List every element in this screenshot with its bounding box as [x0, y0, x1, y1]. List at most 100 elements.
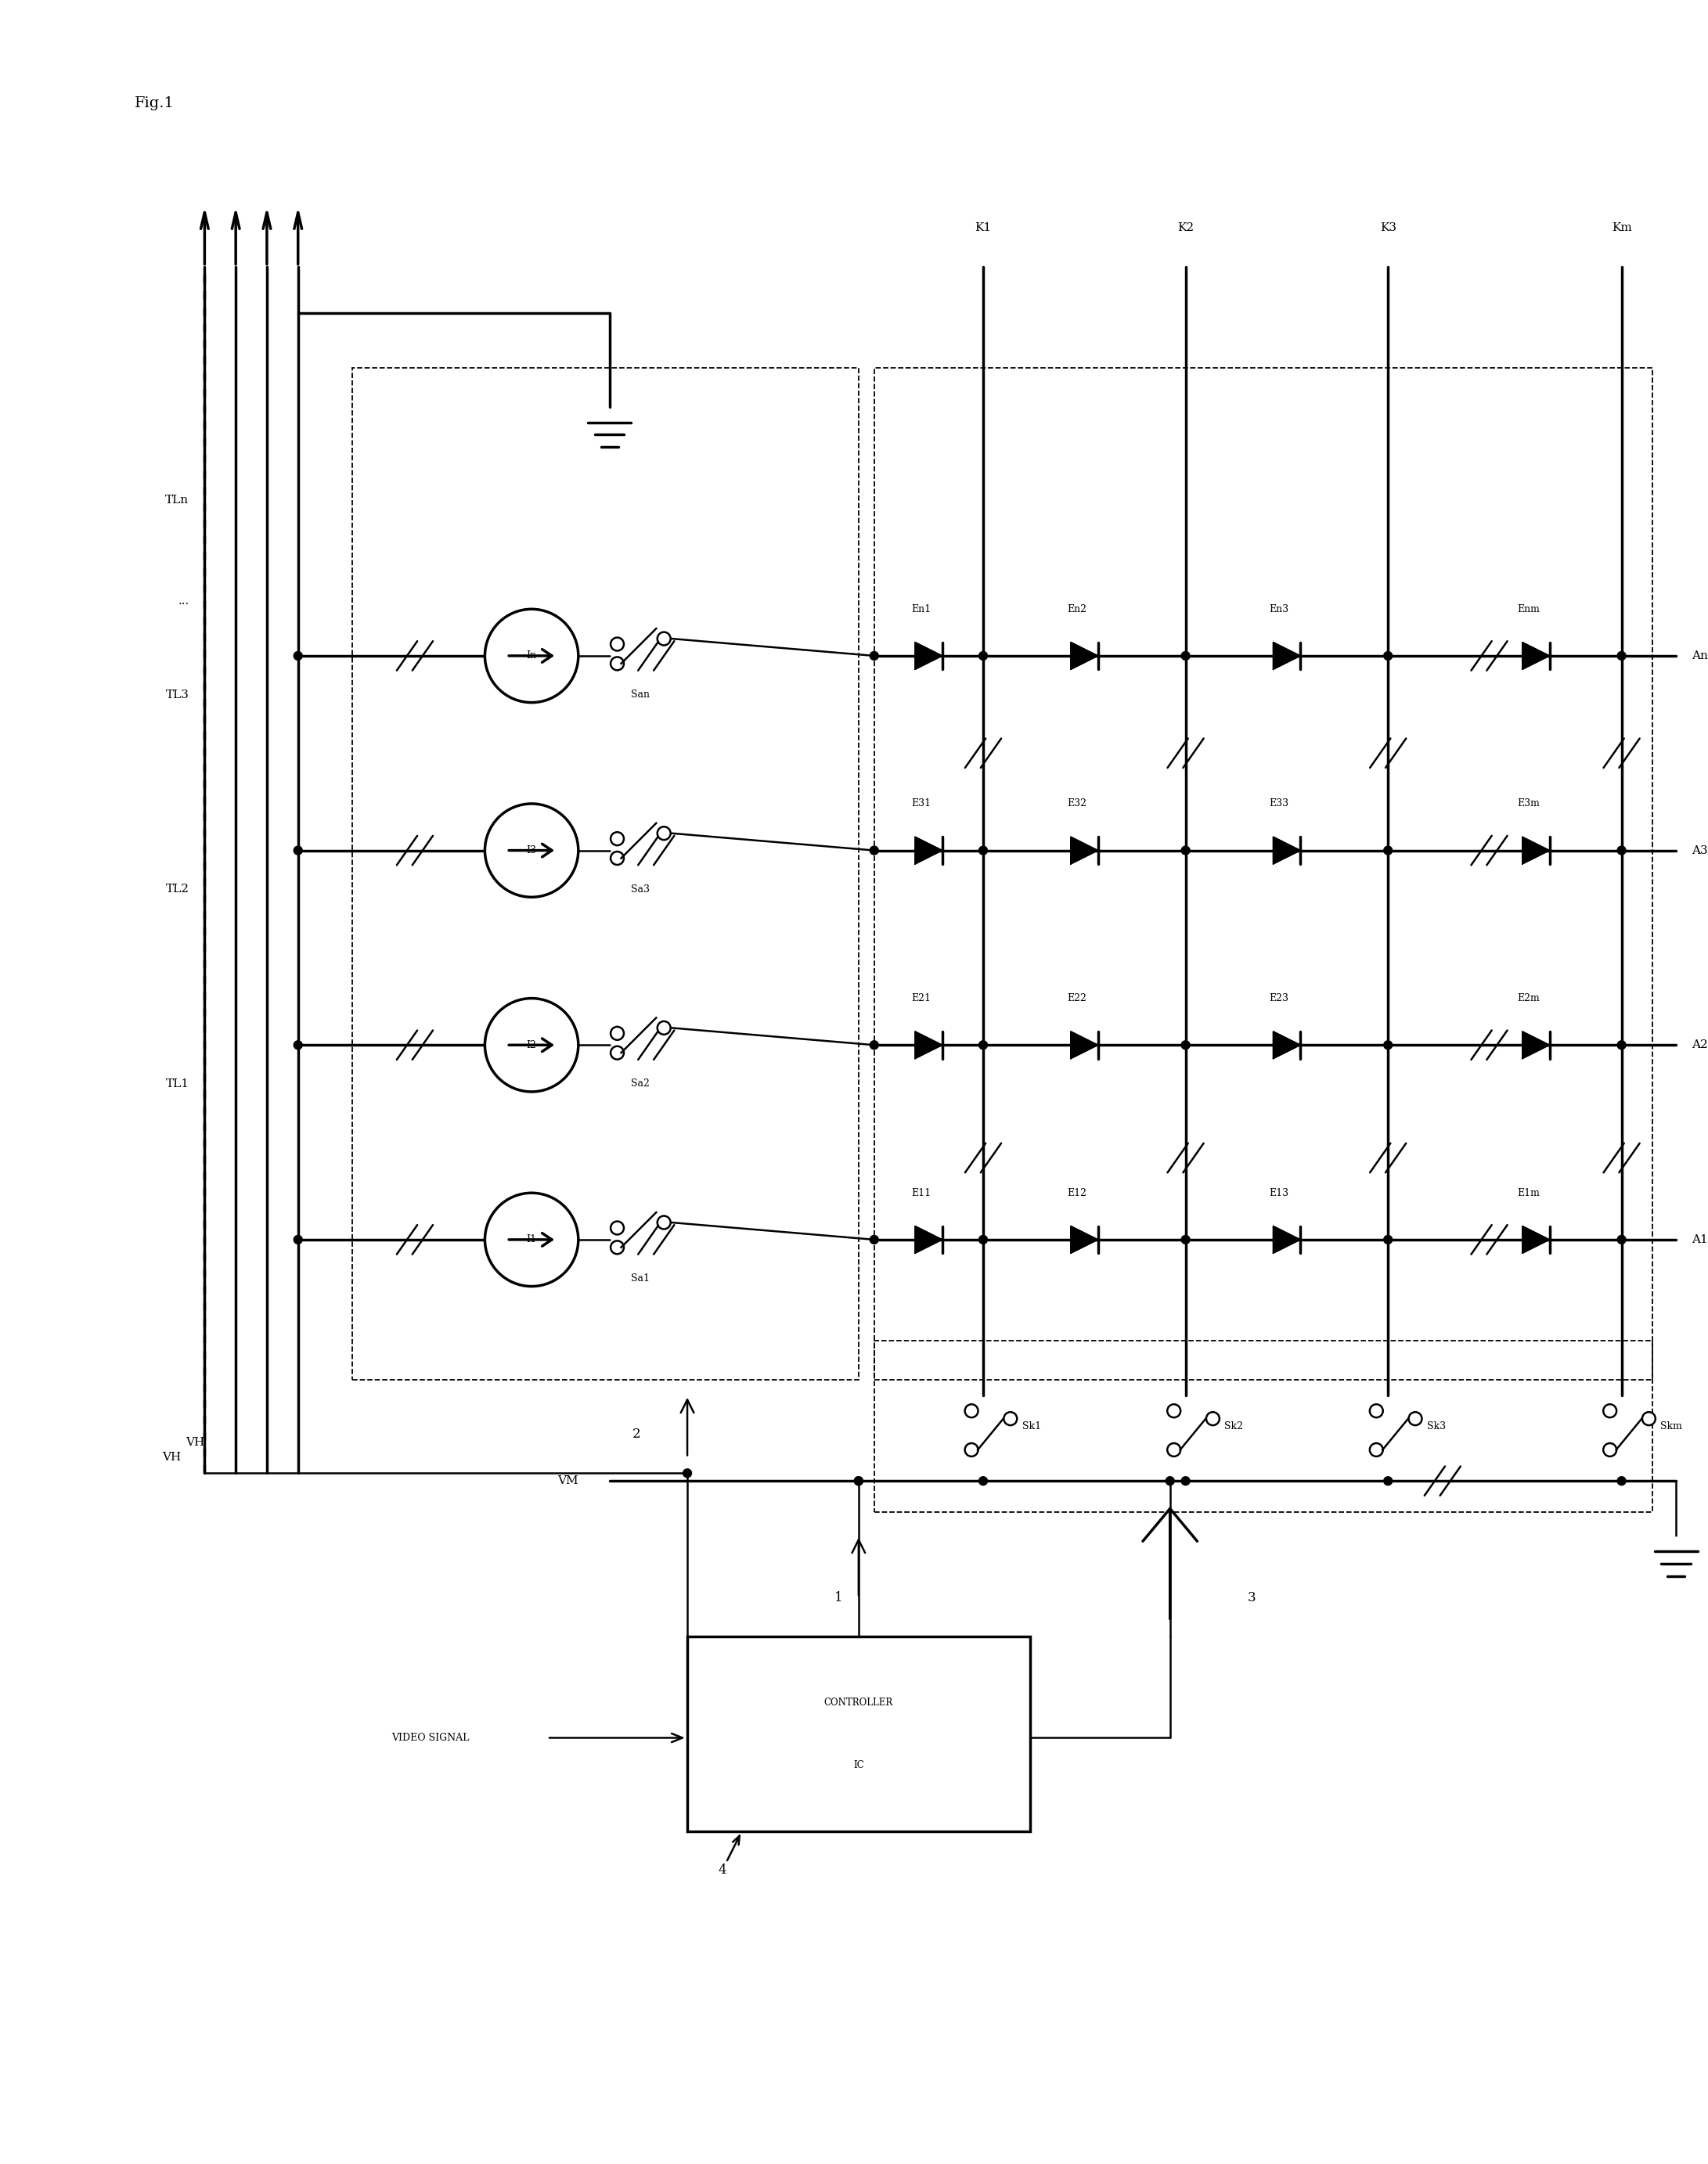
Text: I1: I1 — [526, 1233, 536, 1244]
Circle shape — [611, 833, 623, 846]
Circle shape — [1167, 1443, 1180, 1456]
Text: En1: En1 — [910, 604, 931, 615]
Text: Sk3: Sk3 — [1426, 1422, 1445, 1433]
Circle shape — [658, 827, 671, 840]
Text: Sk2: Sk2 — [1225, 1422, 1243, 1433]
Polygon shape — [915, 1227, 943, 1253]
Circle shape — [658, 632, 671, 645]
Polygon shape — [1522, 1227, 1549, 1253]
Text: Sa2: Sa2 — [632, 1080, 651, 1088]
Text: E11: E11 — [910, 1188, 931, 1199]
Circle shape — [611, 1240, 623, 1253]
Text: 3: 3 — [1249, 1591, 1255, 1604]
Polygon shape — [1272, 643, 1300, 669]
Circle shape — [1383, 1041, 1392, 1050]
Text: TL2: TL2 — [166, 883, 190, 896]
Circle shape — [485, 998, 579, 1091]
Text: A1: A1 — [1691, 1233, 1708, 1244]
Polygon shape — [1071, 1032, 1098, 1058]
Text: San: San — [632, 690, 651, 699]
Circle shape — [294, 846, 302, 855]
Polygon shape — [915, 1032, 943, 1058]
Circle shape — [1004, 1413, 1016, 1426]
Circle shape — [485, 1192, 579, 1285]
Circle shape — [1182, 1041, 1190, 1050]
Circle shape — [294, 1041, 302, 1050]
Circle shape — [611, 658, 623, 671]
Circle shape — [979, 1041, 987, 1050]
Text: VM: VM — [557, 1476, 579, 1487]
Circle shape — [1383, 651, 1392, 660]
Text: Skm: Skm — [1660, 1422, 1682, 1433]
Polygon shape — [1272, 1032, 1300, 1058]
Polygon shape — [1272, 837, 1300, 863]
Circle shape — [854, 1476, 863, 1485]
Circle shape — [611, 638, 623, 651]
Text: A3: A3 — [1691, 844, 1708, 857]
Text: En3: En3 — [1269, 604, 1290, 615]
Text: 2: 2 — [632, 1428, 640, 1441]
Circle shape — [1182, 846, 1190, 855]
Circle shape — [683, 1469, 692, 1478]
Text: E32: E32 — [1068, 799, 1086, 809]
Circle shape — [1641, 1413, 1655, 1426]
Text: Sk1: Sk1 — [1021, 1422, 1040, 1433]
Circle shape — [1182, 651, 1190, 660]
Circle shape — [1383, 1476, 1392, 1485]
Text: En2: En2 — [1068, 604, 1086, 615]
Polygon shape — [1071, 837, 1098, 863]
Text: TL1: TL1 — [166, 1078, 190, 1088]
Polygon shape — [1071, 643, 1098, 669]
Text: K2: K2 — [1177, 223, 1194, 234]
Circle shape — [965, 1404, 979, 1417]
Circle shape — [485, 608, 579, 703]
Circle shape — [1182, 1476, 1190, 1485]
Circle shape — [979, 1236, 987, 1244]
Circle shape — [611, 853, 623, 866]
Circle shape — [869, 846, 878, 855]
Circle shape — [485, 803, 579, 898]
Circle shape — [294, 651, 302, 660]
Text: Fig.1: Fig.1 — [135, 95, 174, 110]
Text: TLn: TLn — [166, 496, 190, 506]
Text: A2: A2 — [1691, 1039, 1708, 1050]
Circle shape — [1604, 1443, 1616, 1456]
Circle shape — [869, 1236, 878, 1244]
Circle shape — [658, 1216, 671, 1229]
Text: VH: VH — [162, 1452, 181, 1463]
Circle shape — [1383, 846, 1392, 855]
Circle shape — [979, 846, 987, 855]
Polygon shape — [915, 837, 943, 863]
Text: VIDEO SIGNAL: VIDEO SIGNAL — [391, 1733, 470, 1742]
Text: In: In — [526, 651, 536, 660]
Text: E2m: E2m — [1517, 993, 1539, 1004]
Text: TL3: TL3 — [166, 690, 190, 701]
Circle shape — [1383, 1236, 1392, 1244]
Polygon shape — [1071, 1227, 1098, 1253]
Text: IC: IC — [854, 1759, 864, 1770]
Text: VH: VH — [186, 1437, 205, 1448]
Text: I3: I3 — [526, 846, 536, 855]
Text: 1: 1 — [835, 1591, 844, 1604]
Circle shape — [611, 1045, 623, 1060]
Text: CONTROLLER: CONTROLLER — [823, 1699, 893, 1707]
Polygon shape — [1522, 1032, 1549, 1058]
Circle shape — [1604, 1404, 1616, 1417]
Circle shape — [611, 1220, 623, 1236]
Text: I2: I2 — [526, 1041, 536, 1050]
Text: K1: K1 — [975, 223, 991, 234]
Circle shape — [1370, 1443, 1383, 1456]
Polygon shape — [1272, 1227, 1300, 1253]
Text: E1m: E1m — [1517, 1188, 1539, 1199]
Polygon shape — [1522, 837, 1549, 863]
Text: E12: E12 — [1068, 1188, 1086, 1199]
Circle shape — [1182, 1236, 1190, 1244]
Polygon shape — [915, 643, 943, 669]
Circle shape — [1167, 1476, 1175, 1485]
Circle shape — [1617, 651, 1626, 660]
Circle shape — [1617, 1041, 1626, 1050]
Circle shape — [1409, 1413, 1421, 1426]
Text: Sa1: Sa1 — [632, 1272, 651, 1283]
Text: ...: ... — [178, 595, 190, 606]
Circle shape — [869, 651, 878, 660]
